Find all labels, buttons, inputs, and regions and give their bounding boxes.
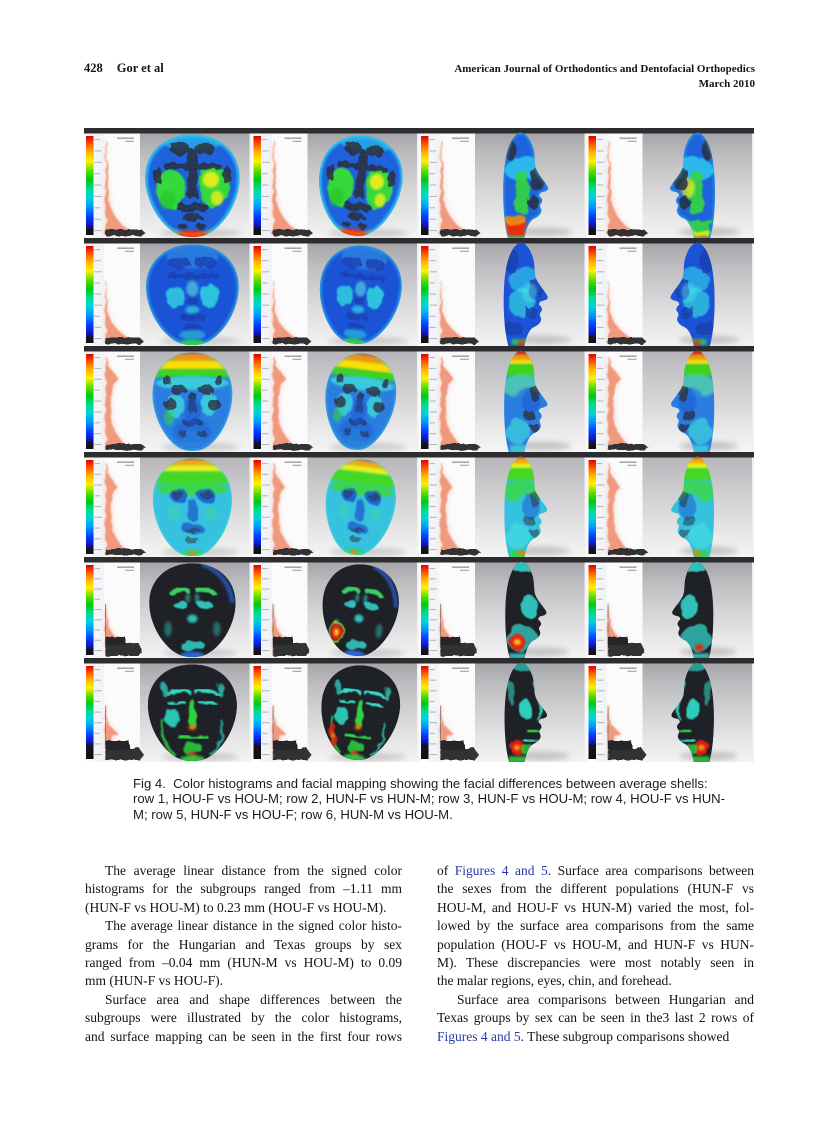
figure-cell-r5c1 (84, 562, 252, 658)
figure-cell-r5c3 (419, 561, 587, 659)
running-head: Gor et al (116, 61, 164, 75)
text-line: M). These discrepancies were most notabl… (437, 954, 754, 972)
figure-reference-link[interactable]: Figures 4 and 5 (454, 863, 548, 878)
figure-cell-r4c1 (84, 457, 252, 557)
text-line: population (HOU-F vs HOU-M, and HUN-F vs… (437, 936, 754, 954)
figure-cell-r2c2 (251, 243, 419, 348)
text-segment: The average linear distance from the sig… (105, 863, 402, 878)
text-segment: The average linear distance in the signe… (105, 918, 402, 934)
text-segment: grams for the Hungarian and Texas groups… (85, 936, 402, 952)
figure-cell-r3c2 (251, 349, 419, 452)
text-line: The average linear distance in the signe… (85, 917, 402, 935)
text-line: ranged from –0.04 mm (HUN-M vs HOU-M) to… (85, 954, 402, 972)
figure-cell-r2c1 (84, 243, 252, 346)
text-line: subgroups were illustrated by the color … (85, 1009, 402, 1027)
text-line: lowed by the surface area comparisons fr… (437, 917, 754, 935)
text-segment: HOU-M, and HOU-F vs HUN-M) varied the mo… (437, 899, 754, 915)
text-segment: . These subgroup comparisons showed (520, 1028, 730, 1044)
figure-cell-r2c4 (586, 242, 754, 348)
figure-cell-r1c1 (84, 133, 252, 238)
text-segment: . Surface area comparisons between (547, 863, 754, 878)
text-segment: Surface area comparisons between Hungari… (457, 991, 754, 1007)
text-line: the malar regions, eyes, chin, and foreh… (437, 972, 754, 990)
figure-cell-r6c4 (586, 662, 754, 763)
text-segment: and surface mapping can be seen in the f… (85, 1028, 402, 1044)
text-line: and surface mapping can be seen in the f… (85, 1028, 402, 1046)
figure-cell-r1c4 (586, 132, 754, 240)
page-number: 428 (84, 61, 103, 75)
figure-cell-r4c2 (251, 455, 419, 558)
text-line: Surface area comparisons between Hungari… (437, 991, 754, 1009)
figure-cell-r4c3 (419, 456, 587, 558)
text-line: Figures 4 and 5. These subgroup comparis… (437, 1028, 754, 1046)
text-line: HOU-M, and HOU-F vs HUN-M) varied the mo… (437, 899, 754, 917)
text-segment: lowed by the surface area comparisons fr… (437, 918, 754, 934)
figure-cell-r1c3 (419, 132, 587, 240)
figure-cell-r5c4 (586, 561, 754, 659)
text-line: (HUN-F vs HOU-M) to 0.23 mm (HOU-F vs HO… (85, 899, 402, 917)
text-segment: subgroups were illustrated by the color … (85, 1010, 402, 1026)
text-segment: population (HOU-F vs HOU-M, and HUN-F vs… (437, 936, 754, 952)
text-line: Texas groups by sex can be seen in the3 … (437, 1009, 754, 1027)
figure-cell-r3c1 (84, 351, 252, 452)
text-segment: of (437, 863, 455, 878)
figure-cell-r5c2 (251, 562, 419, 659)
journal-issue: March 2010 (698, 78, 755, 91)
figure-caption: Fig 4. Color histograms and facial mappi… (133, 776, 773, 822)
text-segment: Texas groups by sex can be seen in the3 … (437, 1010, 754, 1026)
figure-cell-r6c3 (419, 662, 587, 763)
text-line: the sexes from the different populations… (437, 880, 754, 898)
text-segment: the sexes from the different populations… (437, 881, 754, 897)
text-line: Surface area and shape differences betwe… (85, 991, 402, 1009)
text-segment: histograms for the subgroups ranged from… (85, 881, 402, 897)
journal-title: American Journal of Orthodontics and Den… (454, 63, 755, 75)
text-segment: the malar regions, eyes, chin, and foreh… (437, 973, 672, 989)
figure-cell-r6c1 (84, 663, 252, 762)
text-segment: ranged from –0.04 mm (HUN-M vs HOU-M) to… (85, 955, 402, 971)
caption-line: row 1, HOU-F vs HOU-M; row 2, HUN-F vs H… (133, 791, 726, 807)
text-line: of Figures 4 and 5. Surface area compari… (437, 862, 754, 880)
text-line: The average linear distance from the sig… (85, 862, 402, 880)
figure-grid-svg (84, 128, 754, 763)
text-segment: mm (HUN-F vs HOU-F). (85, 973, 223, 989)
figure-cell-r3c3 (419, 350, 587, 453)
text-segment: Surface area and shape differences betwe… (105, 991, 402, 1007)
text-line: histograms for the subgroups ranged from… (85, 880, 402, 898)
figure-cell-r1c2 (251, 131, 419, 241)
figure-cell-r3c4 (586, 350, 754, 453)
figure-cell-r2c3 (419, 242, 587, 348)
figure-cell-r4c4 (586, 456, 754, 558)
text-segment: (HUN-F vs HOU-M) to 0.23 mm (HOU-F vs HO… (85, 899, 387, 915)
caption-line: M; row 5, HUN-F vs HOU-F; row 6, HUN-M v… (133, 806, 453, 822)
figure-cell-r6c2 (251, 663, 419, 763)
figure-4-image (84, 128, 754, 763)
text-line: grams for the Hungarian and Texas groups… (85, 936, 402, 954)
body-column-right: of Figures 4 and 5. Surface area compari… (437, 862, 754, 1046)
text-line: mm (HUN-F vs HOU-F). (85, 972, 402, 990)
header-left: 428 Gor et al (84, 61, 164, 76)
caption-line: Fig 4. Color histograms and facial mappi… (133, 776, 708, 791)
body-column-left: The average linear distance from the sig… (85, 862, 402, 1046)
header-right: American Journal of Orthodontics and Den… (454, 62, 755, 92)
text-segment: M). These discrepancies were most notabl… (437, 955, 754, 971)
figure-reference-link[interactable]: Figures 4 and 5 (437, 1028, 521, 1044)
